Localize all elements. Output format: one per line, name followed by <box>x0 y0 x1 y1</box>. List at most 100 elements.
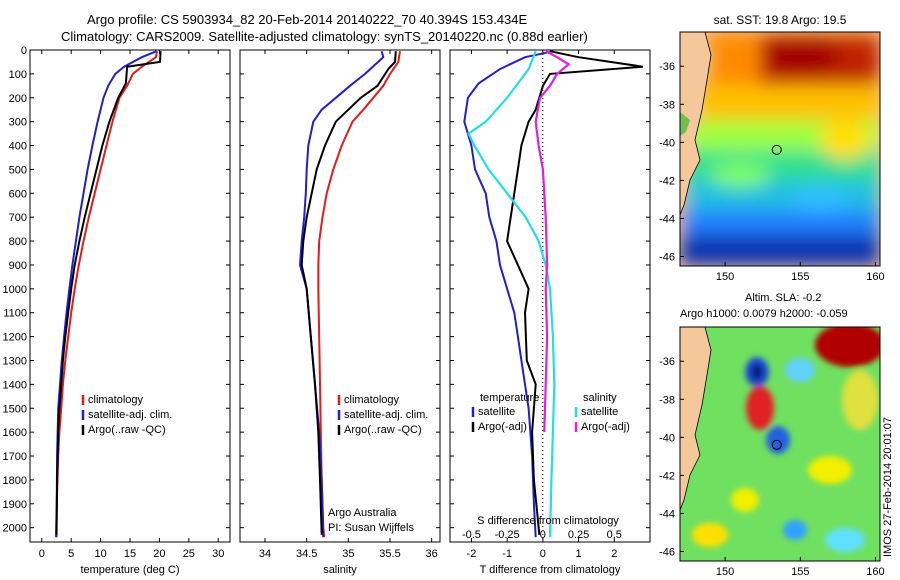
legend-title: temperature <box>480 392 539 404</box>
top-tick-label: 0.5 <box>607 529 622 541</box>
map-x-tick-label: 160 <box>866 271 884 283</box>
y-tick-label: 1300 <box>3 355 27 367</box>
difference-panel: -2 -1 0 1 2 T difference from climatology temp… <box>449 49 651 576</box>
y-tick-label: 400 <box>9 141 27 153</box>
legend-label: satellite-adj. clim. <box>88 409 172 421</box>
y-tick-label: 1600 <box>3 427 27 439</box>
x-axis-label: temperature (deg C) <box>80 564 179 576</box>
series-line-t_satellite <box>463 50 554 538</box>
series-group <box>463 50 644 538</box>
legend-label: satellite <box>581 406 618 418</box>
series-line-climatology <box>54 51 159 538</box>
annotation-line-2: PI: Susan Wijffels <box>328 522 414 534</box>
x-tick-label: 30 <box>212 548 224 560</box>
top-axis-label: S difference from climatology <box>477 515 619 527</box>
legend-label: Argo(-adj) <box>581 421 630 433</box>
x-axis-label: salinity <box>323 564 357 576</box>
sla-map-title-2: Argo h1000: 0.0079 h2000: -0.059 <box>680 308 848 320</box>
legend-label: Argo(..raw -QC) <box>344 424 422 436</box>
series-group <box>54 50 162 538</box>
top-tick-label: 0.25 <box>568 529 589 541</box>
x-tick-label: 10 <box>94 548 106 560</box>
sla-map-field <box>680 327 880 561</box>
map-x-tick-label: 150 <box>716 566 734 578</box>
y-tick-label: 300 <box>9 117 27 129</box>
x-tick-label: 15 <box>124 548 136 560</box>
x-axis-label: T difference from climatology <box>480 564 621 576</box>
map-y-tick-label: -42 <box>659 175 675 187</box>
map-y-tick-label: -36 <box>659 356 675 368</box>
x-tick-label: 34.5 <box>296 548 317 560</box>
header-line-1: Argo profile: CS 5903934_82 20-Feb-2014 … <box>87 12 528 27</box>
y-tick-label: 1800 <box>3 475 27 487</box>
series-line-t_argo <box>506 50 644 535</box>
legend-label: Argo(-adj) <box>478 421 527 433</box>
x-tick-label: 0 <box>540 548 546 560</box>
series-line-s_satellite <box>467 50 556 538</box>
x-tick-label: 36 <box>426 548 438 560</box>
y-tick-label: 800 <box>9 236 27 248</box>
legend-title: salinity <box>583 392 617 404</box>
map-y-tick-label: -42 <box>659 470 675 482</box>
y-tick-label: 600 <box>9 188 27 200</box>
y-tick-label: 2000 <box>3 523 27 535</box>
series-line-satellite_clim <box>55 50 157 538</box>
y-tick-label: 1000 <box>3 284 27 296</box>
map-y-tick-label: -46 <box>659 546 675 558</box>
map-x-tick-label: 160 <box>866 566 884 578</box>
map-y-tick-label: -46 <box>659 251 675 263</box>
map-y-tick-label: -38 <box>659 99 675 111</box>
salinity-panel: 34 34.5 35 35.5 36 salinity climatology satelli… <box>239 49 441 576</box>
y-tick-label: 1500 <box>3 403 27 415</box>
legend-label: satellite <box>478 406 515 418</box>
y-tick-label: 900 <box>9 260 27 272</box>
map-y-tick-label: -40 <box>659 432 675 444</box>
x-tick-label: 1 <box>576 548 582 560</box>
header-line-2: Climatology: CARS2009. Satellite-adjuste… <box>61 29 588 44</box>
y-tick-label: 1900 <box>3 499 27 511</box>
y-tick-label: 200 <box>9 93 27 105</box>
x-tick-label: 5 <box>68 548 74 560</box>
series-line-s_argo <box>534 50 571 433</box>
series-line-argo <box>55 51 162 535</box>
annotation-line-1: Argo Australia <box>328 507 397 519</box>
legend-label: satellite-adj. clim. <box>344 409 428 421</box>
sst-map-title: sat. SST: 19.8 Argo: 19.5 <box>714 13 847 27</box>
top-tick-label: -0.5 <box>462 529 481 541</box>
y-tick-label: 1400 <box>3 379 27 391</box>
sla-argo-marker <box>771 439 782 450</box>
y-tick-label: 1200 <box>3 332 27 344</box>
x-tick-label: -2 <box>467 548 477 560</box>
map-y-tick-label: -44 <box>659 213 675 225</box>
map-y-tick-label: -36 <box>659 61 675 73</box>
map-x-tick-label: 155 <box>791 566 809 578</box>
x-tick-label: 25 <box>183 548 195 560</box>
sst-argo-marker <box>771 144 782 155</box>
map-y-tick-label: -38 <box>659 394 675 406</box>
top-tick-label: -0.25 <box>495 529 520 541</box>
legend-label: Argo(..raw -QC) <box>88 424 166 436</box>
temperature-panel: 0100200300400500600700800900100011001200… <box>3 45 231 576</box>
legend-label: climatology <box>344 394 400 406</box>
y-tick-label: 500 <box>9 164 27 176</box>
top-tick-label: 0 <box>540 529 546 541</box>
sla-map-title-1: Altim. SLA: -0.2 <box>745 292 821 304</box>
x-tick-label: -1 <box>502 548 512 560</box>
y-tick-label: 0 <box>21 45 27 57</box>
y-tick-label: 100 <box>9 69 27 81</box>
plot-frame <box>29 49 231 543</box>
x-tick-label: 0 <box>39 548 45 560</box>
map-y-tick-label: -44 <box>659 508 675 520</box>
y-tick-label: 1100 <box>3 308 27 320</box>
series-group <box>298 50 401 538</box>
x-tick-label: 2 <box>611 548 617 560</box>
map-x-tick-label: 155 <box>791 271 809 283</box>
sst-map-panel: sat. SST: 19.8 Argo: 19.5 <box>659 13 885 283</box>
x-tick-label: 35.5 <box>379 548 400 560</box>
x-tick-label: 20 <box>153 548 165 560</box>
series-line-argo <box>300 51 397 535</box>
map-y-tick-label: -40 <box>659 137 675 149</box>
x-tick-label: 35 <box>342 548 354 560</box>
watermark: IMOS 27-Feb-2014 20:01:07 <box>882 417 894 557</box>
